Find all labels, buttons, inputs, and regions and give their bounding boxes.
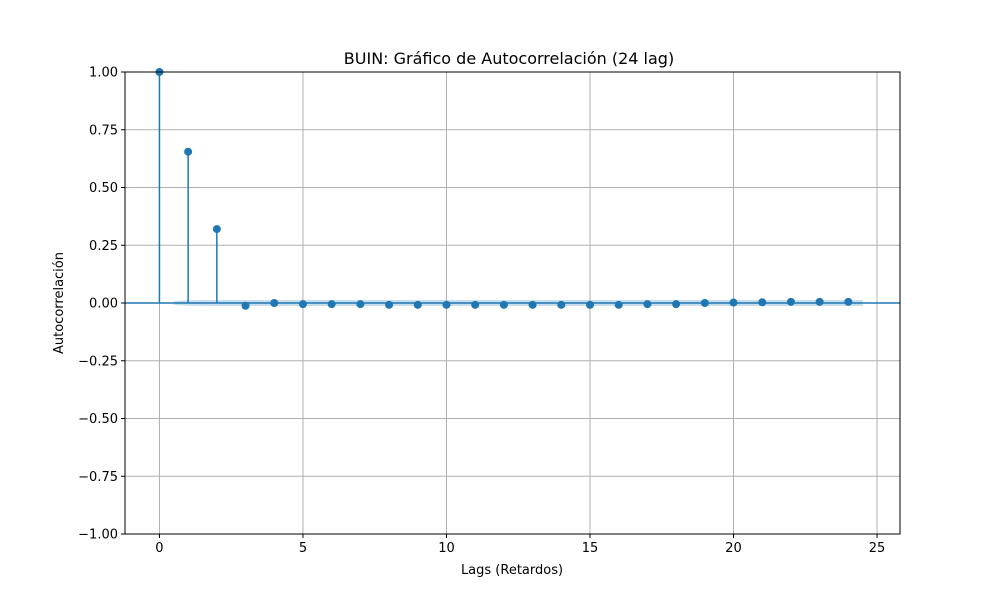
- y-tick-label: −0.25: [78, 354, 118, 369]
- y-tick-label: −1.00: [78, 528, 118, 543]
- stem-marker: [499, 300, 508, 309]
- x-tick-label: 10: [438, 541, 455, 556]
- stem-marker: [586, 300, 594, 309]
- y-axis-label: Autocorrelación: [52, 252, 67, 354]
- x-tick-label: 5: [299, 541, 307, 556]
- stem-marker: [184, 147, 193, 156]
- y-tick-label: 0.25: [89, 239, 118, 254]
- y-tick-label: 1.00: [89, 66, 118, 81]
- stem-marker: [528, 300, 537, 309]
- stem-marker: [413, 300, 422, 309]
- stem-marker: [729, 298, 738, 307]
- stem-marker: [614, 300, 623, 309]
- stem-marker: [385, 300, 394, 309]
- x-tick-label: 20: [725, 541, 742, 556]
- stem-marker: [356, 300, 365, 309]
- stem-marker: [212, 225, 221, 234]
- stem-marker: [672, 300, 681, 309]
- stem-marker: [557, 300, 566, 309]
- y-tick-label: 0.50: [89, 181, 118, 196]
- stem-marker: [758, 298, 767, 307]
- stem-marker: [241, 301, 250, 310]
- stem-marker: [471, 300, 480, 309]
- y-tick-label: −0.50: [78, 412, 118, 427]
- x-axis-ticks: 0 5 10 15 20 25: [155, 534, 885, 556]
- y-axis-ticks: 1.00 0.75 0.50 0.25 0.00 −0.25 −0.50 −0.75 −1.00: [78, 66, 125, 543]
- stem-marker: [815, 297, 824, 306]
- y-tick-label: −0.75: [78, 470, 118, 485]
- x-tick-label: 15: [582, 541, 599, 556]
- x-tick-label: 25: [869, 541, 886, 556]
- stem-marker: [844, 297, 853, 306]
- chart-title: BUIN: Gráfico de Autocorrelación (24 lag…: [344, 49, 674, 68]
- stem-marker: [643, 300, 652, 309]
- y-tick-label: 0.75: [89, 123, 118, 138]
- stem-marker: [327, 300, 336, 309]
- x-axis-label: Lags (Retardos): [461, 563, 563, 578]
- x-tick-label: 0: [155, 541, 163, 556]
- y-tick-label: 0.00: [89, 297, 118, 312]
- stem-marker: [786, 297, 795, 306]
- stem-marker: [700, 299, 709, 307]
- stem-marker: [442, 300, 451, 309]
- stem-marker: [270, 299, 279, 307]
- stem-series: [125, 68, 900, 310]
- stem-marker: [298, 300, 307, 309]
